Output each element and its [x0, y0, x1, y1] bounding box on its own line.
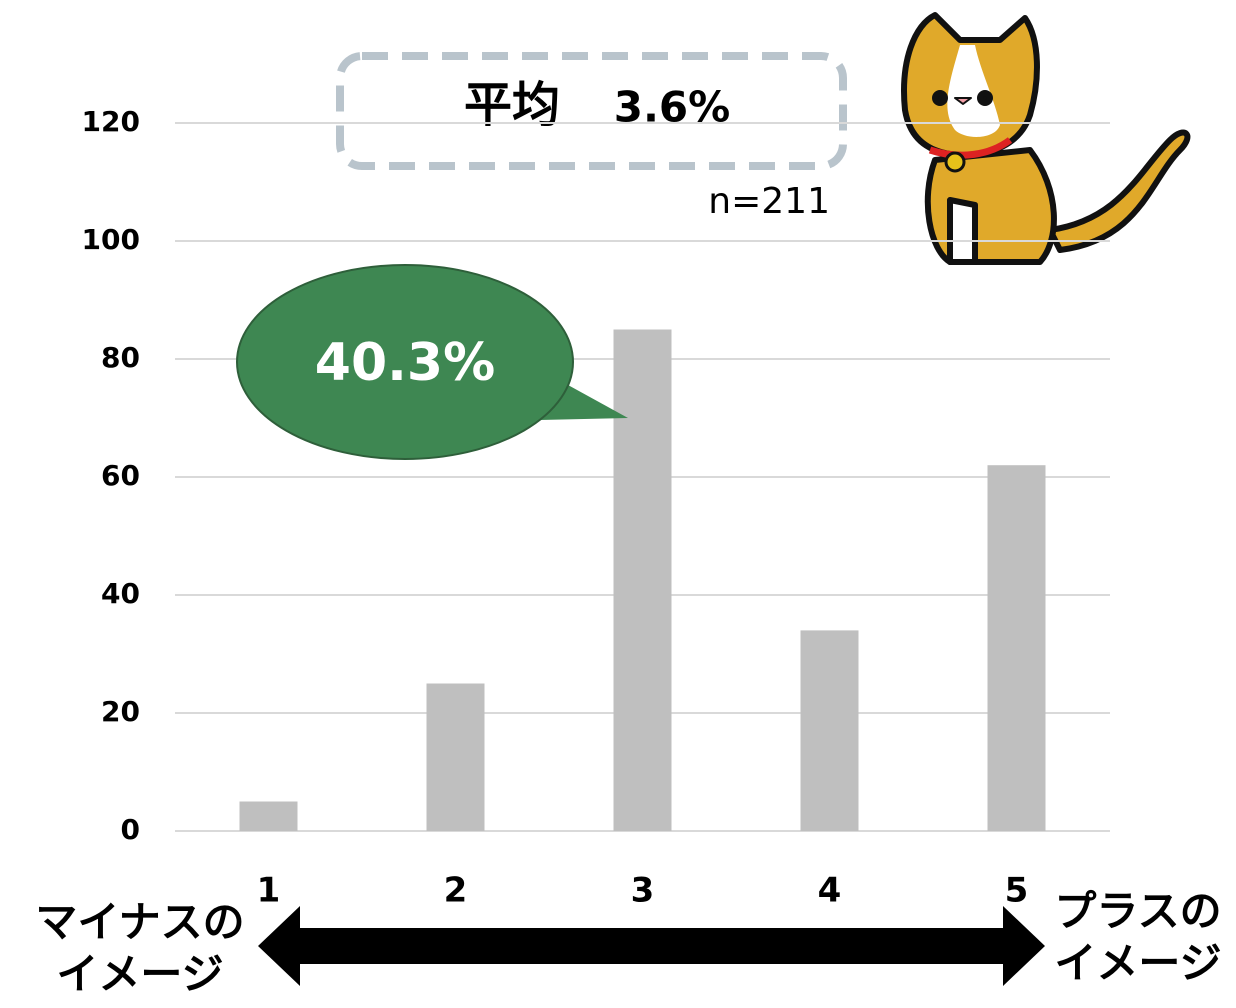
bar [988, 465, 1046, 831]
callout-text: 40.3% [315, 333, 495, 393]
x-tick-label: 3 [631, 871, 655, 911]
x-tick-label: 5 [1005, 871, 1029, 911]
left-scale-label: イメージ [56, 950, 223, 999]
bar [614, 330, 672, 832]
average-value: 3.6% [614, 83, 730, 132]
y-tick-label: 40 [101, 577, 140, 610]
y-tick-label: 100 [82, 223, 140, 256]
x-tick-label: 2 [444, 871, 468, 911]
left-scale-label: マイナスの [35, 898, 244, 947]
bar [801, 630, 859, 831]
callout: 40.3% [237, 265, 628, 459]
right-scale-label: イメージ [1054, 939, 1221, 988]
bar [427, 684, 485, 832]
y-tick-label: 80 [101, 341, 140, 374]
y-tick-label: 20 [101, 695, 140, 728]
x-tick-label: 1 [257, 871, 281, 911]
sample-size: n=211 [708, 181, 830, 222]
y-tick-label: 60 [101, 459, 140, 492]
chart: 平均 3.6% n=211 1 2 3 4 5 0 20 40 60 80 100 120 40.3… [0, 0, 1236, 1008]
average-label: 平均 [464, 77, 560, 133]
bar [240, 802, 298, 832]
y-tick-label: 120 [82, 105, 140, 138]
right-scale-label: プラスの [1054, 887, 1221, 936]
scale-arrow [258, 906, 1045, 986]
cat-icon [904, 15, 1187, 262]
average-box [340, 56, 843, 166]
x-tick-label: 4 [818, 871, 842, 911]
y-tick-label: 0 [121, 813, 140, 846]
